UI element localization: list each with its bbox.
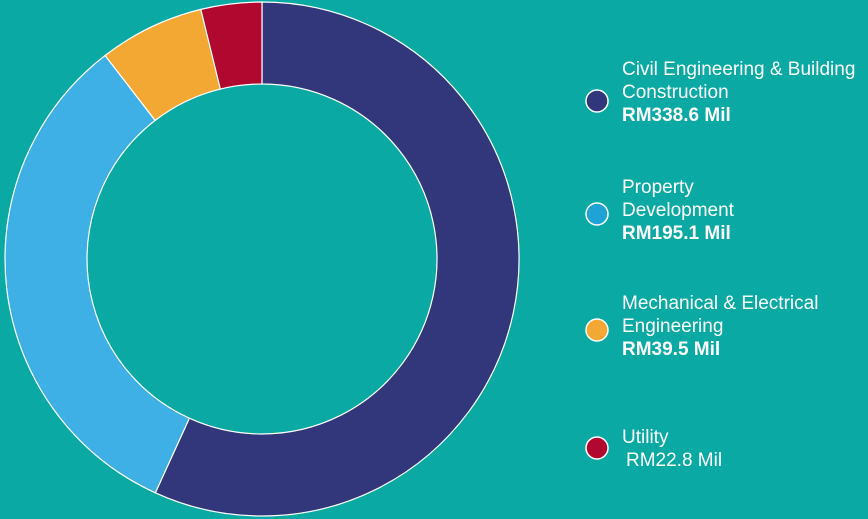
legend-entry: Property Development RM195.1 Mil — [622, 176, 772, 245]
legend-swatch — [585, 436, 609, 460]
legend-swatch — [585, 89, 609, 113]
legend-value: RM39.5 Mil — [622, 339, 721, 360]
donut-slice — [200, 1, 263, 90]
legend-label: Mechanical & Electrical Engineering — [622, 293, 819, 337]
legend-entry: Utility RM22.8 Mil — [622, 426, 822, 472]
legend-label: Utility — [622, 427, 669, 448]
legend-value: RM338.6 Mil — [622, 105, 731, 126]
legend-swatch — [585, 318, 609, 342]
donut-slice — [4, 54, 191, 494]
legend-entry: Mechanical & Electrical Engineering RM39.… — [622, 292, 868, 361]
donut-slice — [154, 1, 520, 517]
legend-value: RM22.8 Mil — [626, 450, 723, 471]
legend-label: Civil Engineering & Building Constructio… — [622, 59, 856, 103]
legend-label: Property Development — [622, 177, 734, 221]
legend-swatch — [585, 202, 609, 226]
legend-entry: Civil Engineering & Building Constructio… — [622, 58, 868, 127]
legend-value: RM195.1 Mil — [622, 223, 731, 244]
